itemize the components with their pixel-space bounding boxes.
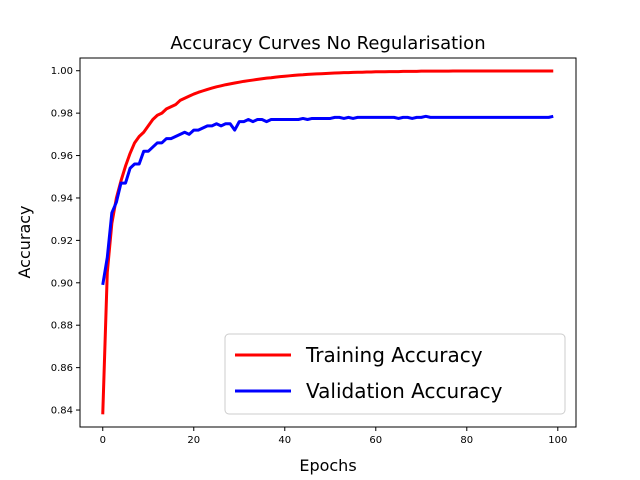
x-tick-label: 40: [278, 435, 291, 446]
y-tick-label: 0.96: [51, 151, 73, 162]
y-axis-label: Accuracy: [15, 205, 34, 278]
legend-label-training: Training Accuracy: [305, 343, 483, 367]
series-line-validation: [101, 114, 554, 286]
y-tick-label: 0.86: [51, 363, 73, 374]
legend-label-validation: Validation Accuracy: [306, 379, 503, 403]
axes-frame: [79, 57, 577, 428]
x-tick-label: 60: [369, 435, 382, 446]
y-axis-ticks: 0.84 0.86 0.88 0.90 0.92 0.94 0.96 0.98 1.00: [51, 66, 80, 417]
y-tick-label: 0.90: [51, 278, 73, 289]
plot-area: [101, 69, 554, 415]
x-axis-label: Epochs: [299, 456, 356, 475]
y-tick-label: 0.92: [51, 236, 73, 247]
axes: [79, 57, 577, 428]
x-tick-label: 80: [460, 435, 473, 446]
x-tick-label: 20: [187, 435, 200, 446]
x-axis-ticks: 0 20 40 60 80 100: [100, 427, 567, 446]
y-tick-label: 0.84: [51, 406, 73, 417]
series-line-training: [101, 69, 554, 415]
y-tick-label: 0.98: [51, 109, 73, 120]
y-tick-label: 0.94: [51, 193, 73, 204]
legend: Training Accuracy Validation Accuracy: [224, 333, 566, 415]
legend-box: [224, 333, 566, 415]
y-tick-label: 1.00: [51, 66, 73, 77]
x-tick-label: 100: [548, 435, 567, 446]
chart-title: Accuracy Curves No Regularisation: [170, 33, 485, 54]
x-tick-label: 0: [100, 435, 106, 446]
y-tick-label: 0.88: [51, 321, 73, 332]
